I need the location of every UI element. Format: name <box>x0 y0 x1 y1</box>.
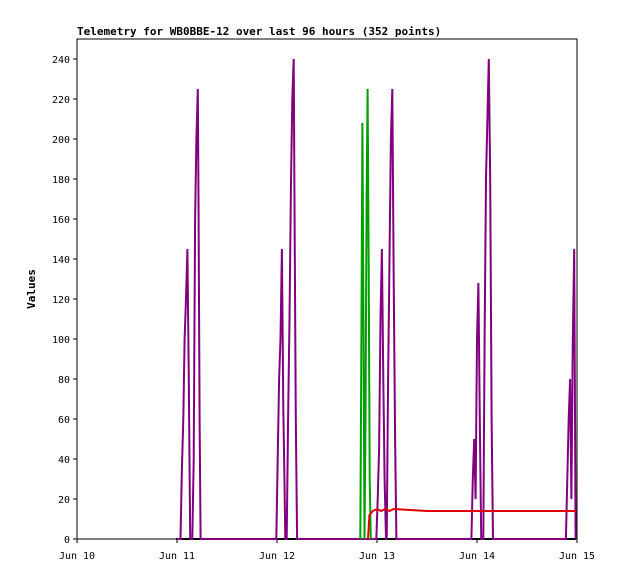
y-axis: 0 20 40 60 80 100 120 140 160 180 200 220 240 <box>52 55 77 546</box>
y-tick-label: 140 <box>52 255 70 266</box>
y-tick-label: 120 <box>52 295 70 306</box>
y-tick-label: 160 <box>52 215 70 226</box>
y-tick-label: 80 <box>58 375 70 386</box>
y-tick-label: 0 <box>64 535 70 546</box>
x-tick-label: Jun 12 <box>259 551 295 562</box>
plot-frame <box>76 38 578 540</box>
series-line-2 <box>177 58 577 540</box>
y-tick-label: 20 <box>58 495 70 506</box>
series-group <box>176 58 577 540</box>
y-tick-label: 100 <box>52 335 70 346</box>
series-line-4 <box>367 507 576 540</box>
x-tick-label: Jun 13 <box>359 551 395 562</box>
y-tick-label: 220 <box>52 95 70 106</box>
x-axis: Jun 10 Jun 11 Jun 12 Jun 13 Jun 14 Jun 15 <box>59 539 595 562</box>
y-tick-label: 40 <box>58 455 70 466</box>
x-tick-label: Jun 10 <box>59 551 95 562</box>
y-tick-label: 200 <box>52 135 70 146</box>
chart-title: Telemetry for WB0BBE-12 over last 96 hou… <box>77 25 441 38</box>
x-tick-label: Jun 14 <box>459 551 495 562</box>
x-tick-label: Jun 11 <box>159 551 195 562</box>
x-tick-label: Jun 15 <box>559 551 595 562</box>
y-tick-label: 180 <box>52 175 70 186</box>
y-axis-label: Values <box>25 269 38 309</box>
y-tick-label: 60 <box>58 415 70 426</box>
series-line-3 <box>359 88 372 540</box>
y-tick-label: 240 <box>52 55 70 66</box>
